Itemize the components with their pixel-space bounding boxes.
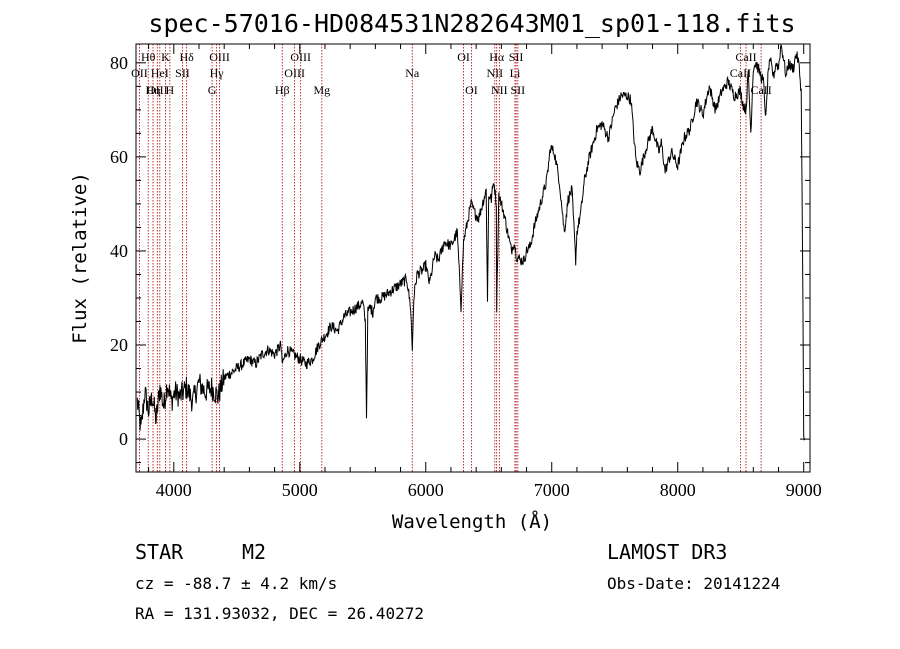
redshift-velocity: cz = -88.7 ± 4.2 km/s — [135, 574, 338, 593]
line-label: SII — [511, 83, 526, 97]
object-subclass: M2 — [242, 540, 267, 564]
line-label: OIII — [284, 66, 305, 80]
coordinates: RA = 131.93032, DEC = 26.40272 — [135, 604, 424, 623]
line-label: Li — [510, 66, 521, 80]
line-label: G — [208, 83, 217, 97]
line-label: Hγ — [210, 66, 225, 80]
y-tick-label: 80 — [110, 53, 128, 73]
line-label: SII — [175, 66, 190, 80]
line-label: Hθ — [141, 50, 156, 64]
y-axis-label: Flux (relative) — [69, 172, 91, 344]
plot-frame — [135, 43, 811, 473]
line-label: CaII — [750, 83, 771, 97]
line-label: OI — [457, 50, 470, 64]
line-label: SII — [509, 50, 524, 64]
survey-name: LAMOST DR3 — [607, 540, 728, 564]
line-label: CaII — [730, 66, 751, 80]
x-tick-label: 4000 — [156, 480, 192, 500]
line-label: Hα — [489, 50, 505, 64]
y-tick-label: 40 — [110, 241, 128, 261]
y-tick-label: 0 — [119, 429, 128, 449]
object-class: STAR — [135, 540, 184, 564]
line-label: Hβ — [275, 83, 290, 97]
line-label: OIII — [209, 50, 230, 64]
flux-series-line — [136, 43, 806, 441]
observation-date: Obs-Date: 20141224 — [607, 574, 781, 593]
y-tick-label: 60 — [110, 147, 128, 167]
line-label: OIII — [147, 83, 168, 97]
x-axis-label: Wavelength (Å) — [392, 510, 552, 533]
line-label: Na — [405, 66, 420, 80]
axis-ticks: 4000 5000 6000 7000 8000 9000 0 20 40 60 80 — [110, 44, 822, 500]
line-label: CaII — [735, 50, 756, 64]
line-label: NII — [486, 66, 503, 80]
line-label: H — [166, 83, 175, 97]
line-label: OI — [465, 83, 478, 97]
x-tick-label: 8000 — [660, 480, 696, 500]
x-tick-label: 7000 — [534, 480, 570, 500]
y-tick-label: 20 — [110, 335, 128, 355]
x-tick-label: 9000 — [786, 480, 822, 500]
line-label: Hη — [146, 83, 161, 97]
chart-title: spec-57016-HD084531N282643M01_sp01-118.f… — [148, 9, 795, 38]
line-label: NII — [491, 83, 508, 97]
line-label: OII — [131, 66, 148, 80]
line-label: K — [161, 50, 170, 64]
x-tick-label: 5000 — [282, 480, 318, 500]
line-label: HeI — [151, 66, 169, 80]
line-label: OIII — [290, 50, 311, 64]
x-tick-label: 6000 — [408, 480, 444, 500]
line-label: Mg — [313, 83, 330, 97]
line-label: Hδ — [179, 50, 194, 64]
